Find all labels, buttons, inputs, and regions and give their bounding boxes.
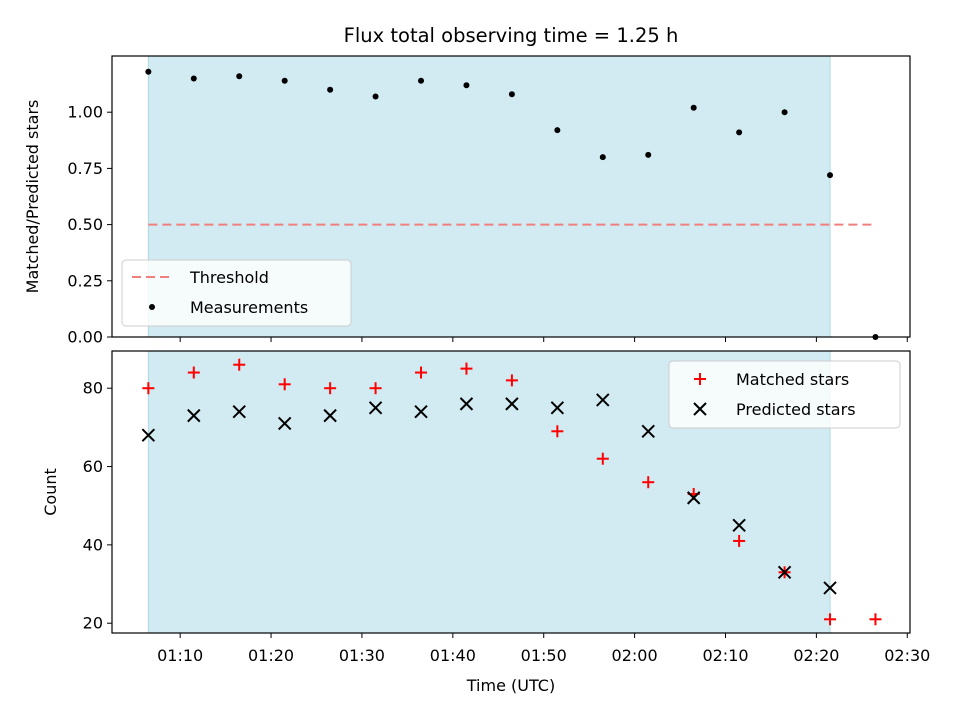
measurement-point <box>508 91 515 98</box>
matched-star-point <box>551 425 564 438</box>
measurement-point <box>145 68 152 75</box>
measurement-point <box>463 82 470 89</box>
predicted-stars-points <box>141 393 837 595</box>
top-panel: 0.00 0.25 0.50 0.75 1.00 Matched/Predicted s… <box>23 55 911 347</box>
y-tick-label: 1.00 <box>67 103 103 122</box>
predicted-star-point <box>323 408 337 423</box>
x-tick-label: 02:30 <box>884 646 930 665</box>
matched-star-point <box>869 613 882 626</box>
top-y-ticks: 0.00 0.25 0.50 0.75 1.00 <box>67 103 112 347</box>
measurement-point <box>599 154 606 161</box>
matched-star-point <box>596 452 609 465</box>
bottom-legend-box <box>668 360 901 429</box>
predicted-star-point <box>550 401 565 415</box>
predicted-star-point <box>414 405 428 419</box>
y-tick-label: 20 <box>83 614 103 633</box>
measurement-point <box>327 86 334 93</box>
matched-star-point <box>460 362 473 375</box>
x-axis-label: Time (UTC) <box>466 676 555 695</box>
x-tick-label: 01:50 <box>521 646 567 665</box>
y-tick-label: 40 <box>83 535 103 554</box>
bottom-legend: Matched stars Predicted stars <box>668 360 901 429</box>
matched-star-point <box>278 378 291 391</box>
measurements-legend-swatch <box>149 304 155 310</box>
predicted-star-point <box>732 518 746 532</box>
x-tick-label: 01:10 <box>157 646 203 665</box>
y-tick-label: 60 <box>83 457 103 476</box>
predicted-star-point <box>368 401 383 415</box>
matched-legend-label: Matched stars <box>736 370 849 389</box>
measurement-points <box>145 68 879 340</box>
matched-legend-swatch <box>694 373 706 385</box>
predicted-legend-label: Predicted stars <box>736 400 856 419</box>
measurements-legend-label: Measurements <box>190 298 308 317</box>
matched-star-point <box>505 374 518 387</box>
measurement-point <box>827 172 834 179</box>
predicted-star-point <box>777 565 792 579</box>
predicted-star-point <box>459 397 474 411</box>
x-tick-label: 01:20 <box>248 646 294 665</box>
measurement-point <box>236 73 243 80</box>
predicted-legend-swatch <box>693 402 707 416</box>
predicted-star-point <box>187 408 201 423</box>
matched-stars-points <box>142 358 882 626</box>
x-tick-label: 01:40 <box>430 646 476 665</box>
predicted-star-point <box>686 491 701 505</box>
chart-title: Flux total observing time = 1.25 h <box>344 24 679 47</box>
predicted-star-point <box>823 581 837 595</box>
matched-star-point <box>142 382 155 395</box>
bottom-axes-frame <box>111 350 911 634</box>
matched-star-point <box>733 534 746 547</box>
x-tick-label: 01:30 <box>339 646 385 665</box>
y-tick-label: 80 <box>83 379 103 398</box>
measurement-point <box>418 77 425 84</box>
x-tick-label: 02:10 <box>702 646 748 665</box>
measurement-point <box>554 127 561 134</box>
top-axes-frame <box>111 55 911 338</box>
bottom-y-ticks: 20 40 60 80 <box>83 379 112 633</box>
measurement-point <box>190 75 197 82</box>
matched-star-point <box>824 613 837 626</box>
bottom-x-ticks: 01:10 01:20 01:30 01:40 01:50 02:00 02:10 02:20… <box>157 633 930 665</box>
predicted-star-point <box>232 405 246 419</box>
top-legend: Threshold Measurements <box>121 259 352 327</box>
matched-star-point <box>187 366 200 379</box>
predicted-star-point <box>505 397 519 411</box>
matched-star-point <box>369 382 382 395</box>
bottom-y-axis-label: Count <box>41 468 60 516</box>
measurement-point <box>372 93 379 100</box>
measurement-point <box>736 129 743 136</box>
y-tick-label: 0.00 <box>67 328 103 347</box>
y-tick-label: 0.75 <box>67 159 103 178</box>
matched-star-point <box>415 366 428 379</box>
x-tick-label: 02:20 <box>793 646 839 665</box>
threshold-legend-label: Threshold <box>189 268 269 287</box>
matched-star-point <box>233 358 246 371</box>
y-tick-label: 0.25 <box>67 271 103 290</box>
matched-star-point <box>642 476 655 489</box>
predicted-star-point <box>596 393 610 407</box>
predicted-star-point <box>141 428 156 442</box>
measurement-point <box>690 104 697 111</box>
top-legend-box <box>121 259 352 327</box>
measurement-point <box>781 109 788 116</box>
matched-star-point <box>324 382 337 395</box>
x-tick-label: 02:00 <box>612 646 658 665</box>
measurement-point <box>281 77 288 84</box>
y-tick-label: 0.50 <box>67 215 103 234</box>
top-y-axis-label: Matched/Predicted stars <box>23 100 42 294</box>
measurement-point <box>645 151 652 158</box>
top-x-ticks <box>179 337 908 342</box>
predicted-star-point <box>641 424 655 438</box>
predicted-star-point <box>277 416 292 431</box>
